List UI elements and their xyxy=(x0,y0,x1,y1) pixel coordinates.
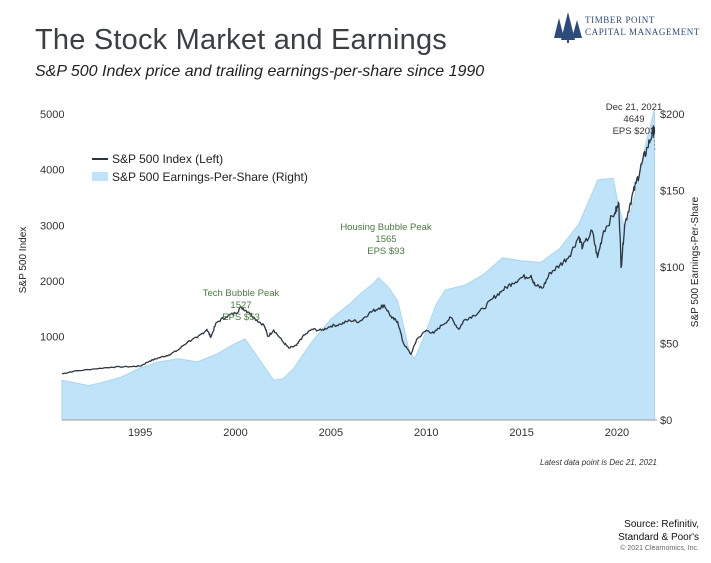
y-left-tick-label: 1000 xyxy=(40,332,64,344)
chart-subtitle: S&P 500 Index price and trailing earning… xyxy=(35,63,485,80)
copyright: © 2021 Clearnomics, Inc. xyxy=(620,545,699,552)
y-left-tick-label: 3000 xyxy=(40,220,64,232)
y-left-tick-label: 5000 xyxy=(40,109,64,121)
annotation-line: 4649 xyxy=(623,114,644,125)
x-tick-label: 2005 xyxy=(319,427,343,439)
footnote: Latest data point is Dec 21, 2021 xyxy=(540,458,657,467)
y-right-tick-label: $100 xyxy=(660,262,684,274)
pine-trees-icon xyxy=(554,12,582,43)
company-logo: Timber Point Capital Management xyxy=(553,10,703,44)
chart-axes-layer: 1995 2000 2005 2010 2015 2020 1000 2000 3000 4000… xyxy=(18,109,701,439)
chart-title: The Stock Market and Earnings xyxy=(35,24,447,56)
legend-label-eps: S&P 500 Earnings-Per-Share (Right) xyxy=(112,170,308,184)
chart-line-layer xyxy=(61,125,656,375)
source-line-2: Standard & Poor's xyxy=(618,532,699,543)
x-tick-label: 2000 xyxy=(223,427,247,439)
annotation-line: EPS $203 xyxy=(613,126,656,137)
y-right-tick-label: $50 xyxy=(660,339,678,351)
y-left-tick-label: 4000 xyxy=(40,165,64,177)
logo-line-1: Timber Point xyxy=(585,15,655,25)
x-tick-label: 2020 xyxy=(605,427,629,439)
x-tick-label: 2010 xyxy=(414,427,438,439)
logo-line-2: Capital Management xyxy=(585,27,700,37)
chart-area-layer xyxy=(61,109,655,421)
source-note: Source: Refinitiv, Standard & Poor's xyxy=(618,518,699,544)
legend-swatch-eps xyxy=(92,172,108,181)
annotation-line: 1565 xyxy=(375,234,396,245)
eps-area xyxy=(61,109,655,421)
annotation-line: EPS $53 xyxy=(222,312,260,323)
sp500-line xyxy=(61,125,656,375)
y-left-axis-title: S&P 500 Index xyxy=(18,227,29,294)
y-right-tick-label: $200 xyxy=(660,109,684,121)
y-right-tick-label: $150 xyxy=(660,186,684,198)
y-right-axis-title: S&P 500 Earnings-Per-Share xyxy=(690,196,701,327)
logo-text: Timber Point Capital Management xyxy=(585,14,700,38)
x-tick-label: 1995 xyxy=(128,427,152,439)
source-line-1: Source: Refinitiv, xyxy=(624,519,699,530)
legend-label-sp500: S&P 500 Index (Left) xyxy=(112,152,223,166)
y-left-tick-label: 2000 xyxy=(40,276,64,288)
y-right-tick-label: $0 xyxy=(660,415,672,427)
annotation-line: EPS $93 xyxy=(367,246,405,257)
annotation-line: Dec 21, 2021 xyxy=(606,102,663,113)
annotation-line: Tech Bubble Peak xyxy=(203,288,280,299)
annotation-line: Housing Bubble Peak xyxy=(340,222,432,233)
annotation-line: 1527 xyxy=(230,300,251,311)
x-tick-label: 2015 xyxy=(509,427,533,439)
chart-legend: S&P 500 Index (Left) S&P 500 Earnings-Per… xyxy=(92,152,308,184)
